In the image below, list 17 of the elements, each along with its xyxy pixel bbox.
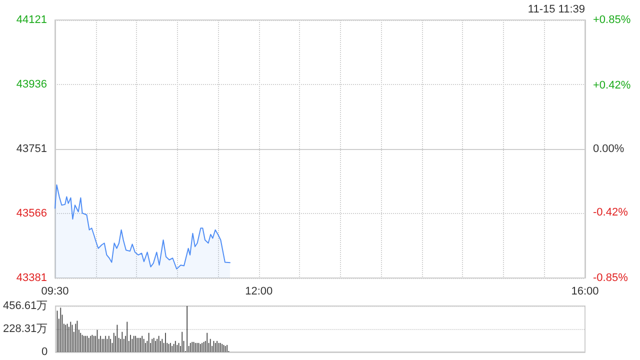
y-tick-label: 43751 <box>16 143 47 155</box>
x-tick-label: 09:30 <box>41 286 69 298</box>
y-tick-label: 43936 <box>16 78 47 90</box>
y-tick-label: 228.31万 <box>2 323 48 335</box>
y-tick-label: 0 <box>42 346 48 358</box>
x-tick-label: 16:00 <box>571 286 599 298</box>
x-tick-label: 12:00 <box>245 286 273 298</box>
y2-tick-label: 0.00% <box>593 143 624 155</box>
y-tick-label: 456.61万 <box>2 300 48 312</box>
y-tick-label: 43566 <box>16 208 47 220</box>
y2-tick-label: +0.85% <box>593 14 631 26</box>
y2-tick-label: +0.42% <box>593 79 631 92</box>
y2-tick-label: -0.85% <box>593 272 628 284</box>
y2-tick-label: -0.42% <box>593 206 628 219</box>
text: 11-15 11:39 <box>528 4 586 16</box>
y-tick-label: 43381 <box>16 272 47 284</box>
y-tick-label: 44121 <box>16 14 47 26</box>
